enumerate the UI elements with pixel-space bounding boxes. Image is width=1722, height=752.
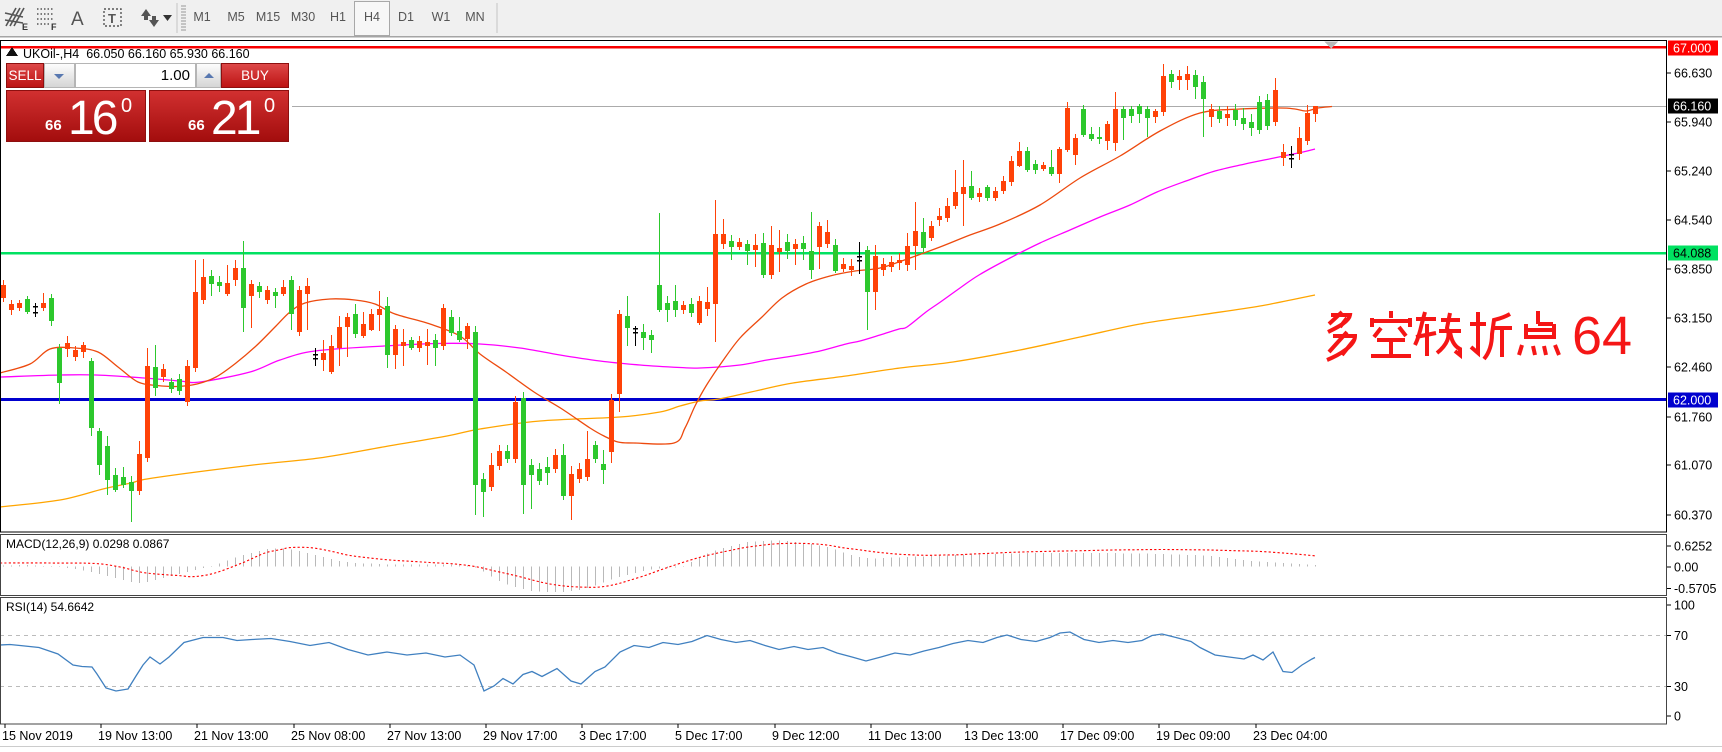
- svg-text:64: 64: [1572, 306, 1632, 366]
- svg-text:-0.5705: -0.5705: [1674, 582, 1716, 596]
- svg-text:60.370: 60.370: [1674, 509, 1712, 523]
- svg-text:29 Nov 17:00: 29 Nov 17:00: [483, 729, 557, 743]
- svg-text:23 Dec 04:00: 23 Dec 04:00: [1253, 729, 1327, 743]
- svg-text:30: 30: [1674, 680, 1688, 694]
- svg-text:17 Dec 09:00: 17 Dec 09:00: [1060, 729, 1134, 743]
- svg-text:65.940: 65.940: [1674, 116, 1712, 130]
- svg-text:T: T: [108, 11, 116, 26]
- svg-text:F: F: [51, 22, 57, 32]
- svg-text:21 Nov 13:00: 21 Nov 13:00: [194, 729, 268, 743]
- svg-text:0.6252: 0.6252: [1674, 540, 1712, 554]
- svg-text:61.070: 61.070: [1674, 459, 1712, 473]
- svg-text:MACD(12,26,9) 0.0298 0.0867: MACD(12,26,9) 0.0298 0.0867: [6, 537, 170, 551]
- svg-text:0: 0: [1674, 710, 1681, 724]
- svg-text:0.00: 0.00: [1674, 561, 1698, 575]
- svg-text:67.000: 67.000: [1673, 42, 1711, 56]
- svg-text:UKOil-,H4 66.050 66.160 65.93: UKOil-,H4 66.050 66.160 65.930 66.160: [23, 47, 250, 61]
- svg-text:11 Dec 13:00: 11 Dec 13:00: [868, 729, 941, 743]
- svg-text:RSI(14) 54.6642: RSI(14) 54.6642: [6, 600, 94, 614]
- svg-text:9 Dec 12:00: 9 Dec 12:00: [772, 729, 839, 743]
- svg-text:19 Nov 13:00: 19 Nov 13:00: [98, 729, 172, 743]
- svg-text:62.000: 62.000: [1673, 394, 1711, 408]
- svg-text:66.630: 66.630: [1674, 67, 1712, 81]
- svg-text:A: A: [71, 9, 84, 30]
- svg-text:15 Nov 2019: 15 Nov 2019: [2, 729, 73, 743]
- svg-text:66.160: 66.160: [1673, 100, 1711, 114]
- svg-text:19 Dec 09:00: 19 Dec 09:00: [1156, 729, 1230, 743]
- svg-text:100: 100: [1674, 599, 1695, 613]
- svg-text:61.760: 61.760: [1674, 411, 1712, 425]
- svg-text:13 Dec 13:00: 13 Dec 13:00: [964, 729, 1038, 743]
- svg-text:64.088: 64.088: [1673, 247, 1711, 261]
- svg-text:70: 70: [1674, 629, 1688, 643]
- svg-text:E: E: [22, 22, 28, 32]
- svg-text:3 Dec 17:00: 3 Dec 17:00: [579, 729, 646, 743]
- svg-text:63.850: 63.850: [1674, 263, 1712, 277]
- svg-text:62.460: 62.460: [1674, 361, 1712, 375]
- svg-text:63.150: 63.150: [1674, 312, 1712, 326]
- svg-text:27 Nov 13:00: 27 Nov 13:00: [387, 729, 461, 743]
- svg-text:64.540: 64.540: [1674, 214, 1712, 228]
- svg-text:65.240: 65.240: [1674, 165, 1712, 179]
- svg-text:25 Nov 08:00: 25 Nov 08:00: [291, 729, 365, 743]
- svg-text:5 Dec 17:00: 5 Dec 17:00: [675, 729, 742, 743]
